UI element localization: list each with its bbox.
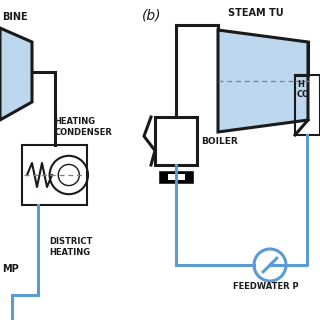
Bar — [155, 117, 197, 165]
Polygon shape — [0, 28, 32, 120]
Text: BINE: BINE — [2, 12, 28, 22]
Polygon shape — [218, 30, 308, 132]
Text: DISTRICT
HEATING: DISTRICT HEATING — [50, 237, 93, 257]
Bar — [295, 75, 320, 135]
Bar — [22, 145, 87, 205]
Text: BOILER: BOILER — [201, 137, 238, 146]
Text: (b): (b) — [142, 8, 162, 22]
Text: STEAM TU: STEAM TU — [228, 8, 284, 18]
Text: HEATING
CONDENSER: HEATING CONDENSER — [54, 117, 112, 137]
Text: H
CO: H CO — [297, 80, 310, 100]
Text: MP: MP — [2, 264, 19, 274]
Bar — [167, 174, 185, 180]
Text: FEEDWATER P: FEEDWATER P — [233, 282, 299, 291]
Bar — [159, 171, 193, 183]
